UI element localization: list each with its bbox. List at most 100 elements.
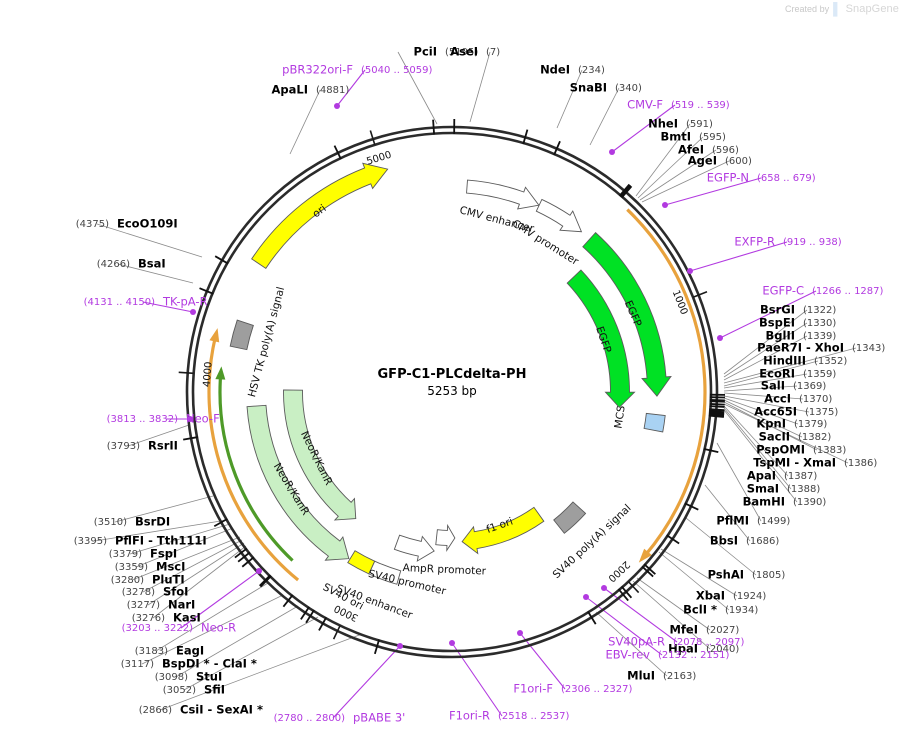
enzyme-site-tick[interactable]	[709, 408, 725, 412]
enzyme-site-tick[interactable]	[259, 575, 272, 588]
enzyme-site-tick[interactable]	[709, 405, 725, 408]
enzyme-label[interactable]: (3395) PflFI - Tth111I	[74, 534, 207, 548]
feature-arrow[interactable]	[347, 550, 376, 575]
primer-site-mark[interactable]	[601, 585, 607, 591]
primer-site-mark[interactable]	[662, 202, 668, 208]
primer-label[interactable]: (3203 .. 3222) Neo-R	[122, 621, 237, 635]
feature-arrow[interactable]	[566, 269, 636, 409]
primer-site-mark[interactable]	[717, 335, 723, 341]
enzyme-label[interactable]: SnaBI (340)	[570, 81, 642, 95]
enzyme-label[interactable]: HindIII (1352)	[763, 354, 847, 368]
enzyme-site-tick[interactable]	[641, 565, 654, 578]
primer-site-mark[interactable]	[609, 149, 615, 155]
primer-label[interactable]: EGFP-N (658 .. 679)	[707, 171, 816, 185]
enzyme-label[interactable]: BbsI (1686)	[710, 534, 779, 548]
enzyme-label[interactable]: PciI (5195)	[414, 45, 479, 59]
feature-arrow[interactable]	[229, 319, 254, 351]
primer-site-mark[interactable]	[687, 268, 693, 274]
enzyme-site-tick[interactable]	[183, 436, 199, 441]
enzyme-site-tick[interactable]	[643, 563, 656, 575]
enzyme-label[interactable]: BamHI (1390)	[743, 495, 827, 509]
enzyme-label[interactable]: Acc65I (1375)	[754, 405, 838, 419]
feature-arrow[interactable]	[435, 523, 456, 553]
primer-label[interactable]: EXFP-R (919 .. 938)	[734, 235, 841, 249]
enzyme-label[interactable]: PspOMI (1383)	[756, 443, 846, 457]
primer-label[interactable]: EBV-rev (2132 .. 2151)	[605, 648, 729, 662]
enzyme-site-tick[interactable]	[709, 411, 725, 415]
enzyme-site-tick[interactable]	[282, 594, 294, 608]
enzyme-label[interactable]: (3359) MscI	[115, 560, 186, 574]
enzyme-site-tick[interactable]	[709, 412, 725, 416]
enzyme-site-tick[interactable]	[333, 145, 342, 160]
enzyme-label[interactable]: SmaI (1388)	[747, 482, 821, 496]
enzyme-site-tick[interactable]	[684, 502, 699, 511]
enzyme-site-tick[interactable]	[620, 585, 633, 599]
enzyme-label[interactable]: (3183) EagI	[135, 644, 204, 658]
enzyme-label[interactable]: (3379) FspI	[109, 547, 177, 561]
feature-arrow[interactable]	[582, 231, 672, 397]
enzyme-site-tick[interactable]	[617, 588, 629, 602]
enzyme-label[interactable]: NheI (591)	[648, 117, 713, 131]
primer-label[interactable]: (2780 .. 2800) pBABE 3'	[274, 711, 406, 725]
enzyme-label[interactable]: AgeI (600)	[688, 154, 752, 168]
feature-arrow[interactable]	[535, 198, 583, 233]
feature-arrow[interactable]	[393, 534, 435, 562]
primer-label[interactable]: CMV-F (519 .. 539)	[627, 98, 730, 112]
enzyme-label[interactable]: AseI (7)	[450, 45, 500, 59]
feature-arrow[interactable]	[553, 501, 587, 534]
enzyme-site-tick[interactable]	[199, 287, 214, 295]
enzyme-label[interactable]: (4266) BsaI	[97, 257, 166, 271]
enzyme-label[interactable]: PshAI (1805)	[708, 568, 786, 582]
enzyme-site-tick[interactable]	[213, 518, 228, 528]
enzyme-site-tick[interactable]	[703, 447, 719, 454]
feature-arrow[interactable]	[461, 506, 545, 555]
enzyme-site-tick[interactable]	[618, 183, 630, 197]
enzyme-label[interactable]: MfeI (2027)	[669, 623, 739, 637]
enzyme-site-tick[interactable]	[522, 129, 529, 145]
feature-arrow[interactable]	[643, 412, 666, 433]
enzyme-site-tick[interactable]	[300, 606, 310, 620]
primer-site-mark[interactable]	[190, 309, 196, 315]
enzyme-label[interactable]: (4375) EcoO109I	[76, 217, 178, 231]
primer-site-mark[interactable]	[449, 640, 455, 646]
primer-label[interactable]: F1ori-F (2306 .. 2327)	[513, 682, 632, 696]
primer-label[interactable]: F1ori-R (2518 .. 2537)	[449, 709, 570, 723]
enzyme-label[interactable]: BmtI (595)	[660, 130, 726, 144]
enzyme-label[interactable]: KpnI (1379)	[756, 417, 827, 431]
primer-label[interactable]: SV40pA-R (2078 .. 2097)	[608, 635, 744, 649]
enzyme-label[interactable]: (3098) StuI	[155, 670, 223, 684]
enzyme-label[interactable]: BclI * (1934)	[683, 603, 758, 617]
enzyme-label[interactable]: BsrGI (1322)	[760, 303, 836, 317]
primer-site-mark[interactable]	[187, 416, 193, 422]
primer-label[interactable]: pBR322ori-F (5040 .. 5059)	[282, 63, 432, 77]
enzyme-label[interactable]: (3277) NarI	[127, 598, 196, 612]
enzyme-site-tick[interactable]	[237, 551, 251, 563]
enzyme-label[interactable]: SalI (1369)	[761, 379, 827, 393]
feature-arrow[interactable]	[246, 404, 350, 561]
primer-label[interactable]: EGFP-C (1266 .. 1287)	[762, 284, 883, 298]
primer-label[interactable]: ApaLI (4881)	[272, 83, 350, 97]
enzyme-label[interactable]: AfeI (596)	[678, 143, 739, 157]
enzyme-label[interactable]: (3276) KasI	[132, 611, 201, 625]
enzyme-site-tick[interactable]	[234, 547, 248, 559]
primer-site-mark[interactable]	[397, 643, 403, 649]
primer-site-mark[interactable]	[517, 630, 523, 636]
enzyme-label[interactable]: (2866) CsiI - SexAI *	[139, 703, 263, 717]
enzyme-label[interactable]: XbaI (1924)	[696, 589, 766, 603]
enzyme-label[interactable]: NdeI (234)	[540, 63, 605, 77]
enzyme-label[interactable]: (3052) SfiI	[163, 683, 225, 697]
enzyme-site-tick[interactable]	[318, 616, 328, 631]
enzyme-site-tick[interactable]	[432, 119, 436, 135]
primer-site-mark[interactable]	[583, 594, 589, 600]
enzyme-label[interactable]: (3280) PluTI	[111, 573, 185, 587]
enzyme-label[interactable]: PaeR7I - XhoI (1343)	[757, 341, 885, 355]
enzyme-label[interactable]: TspMI - XmaI (1386)	[753, 456, 877, 470]
enzyme-site-tick[interactable]	[373, 639, 380, 655]
enzyme-label[interactable]: SacII (1382)	[759, 430, 832, 444]
enzyme-label[interactable]: (3793) RsrII	[107, 439, 178, 453]
enzyme-site-tick[interactable]	[587, 610, 597, 625]
feature-arrow[interactable]	[283, 389, 357, 521]
primer-label[interactable]: (3813 .. 3832) Neo-F	[107, 412, 220, 426]
enzyme-site-tick[interactable]	[305, 609, 315, 624]
enzyme-site-tick[interactable]	[666, 534, 680, 545]
